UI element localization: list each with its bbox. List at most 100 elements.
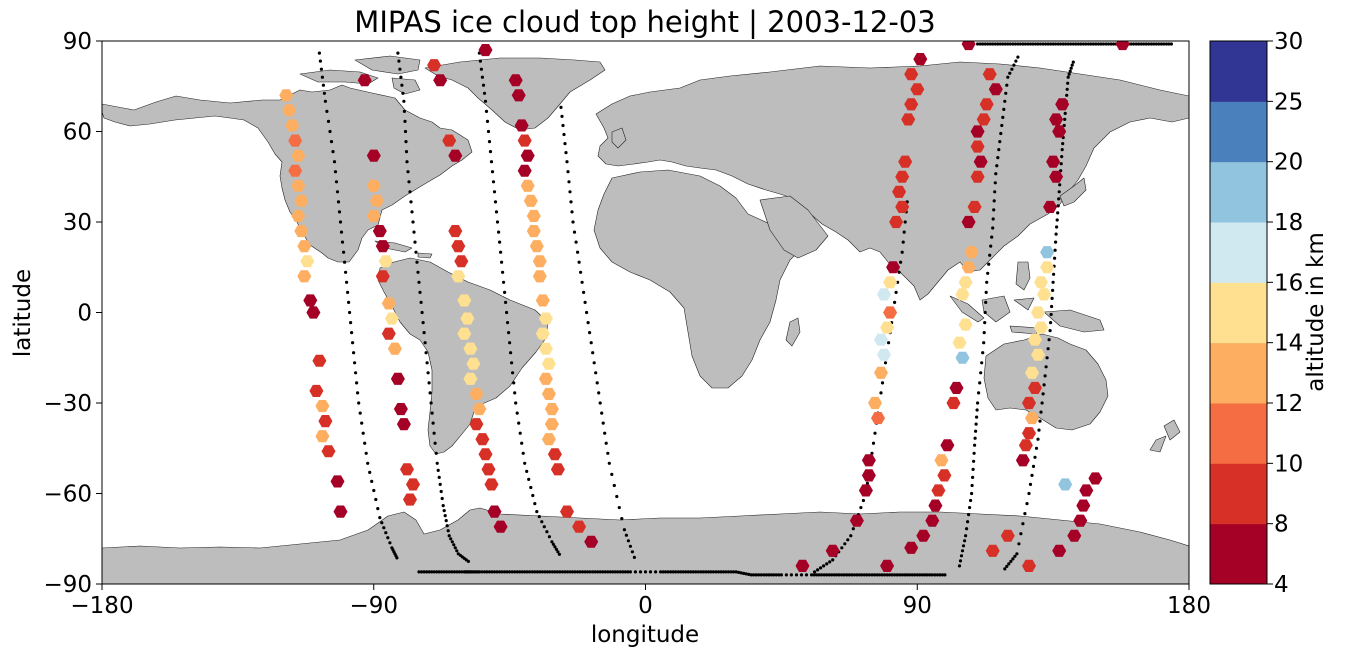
orbit-track-dot [320, 75, 324, 79]
orbit-track-dot [1051, 280, 1055, 284]
orbit-track-dot [940, 573, 945, 577]
orbit-track-dot [777, 573, 781, 577]
orbit-track-dot [420, 310, 424, 315]
x-tick-label: −90 [349, 593, 398, 619]
orbit-track-dot [1018, 42, 1023, 46]
orbit-track-dot [769, 573, 773, 577]
colorbar-tick-label: 14 [1274, 331, 1303, 357]
orbit-track-dot [810, 573, 814, 577]
cloud-point [285, 119, 300, 132]
cloud-point [934, 454, 949, 467]
orbit-track-dot [563, 570, 567, 574]
orbit-track-dot [535, 570, 539, 574]
orbit-track-dot [579, 270, 583, 274]
orbit-track-dot [994, 172, 998, 176]
orbit-track-dot [413, 240, 417, 244]
orbit-track-dot [450, 570, 454, 574]
orbit-track-dot [895, 573, 899, 577]
cloud-point [952, 336, 967, 349]
orbit-track-dot [704, 570, 708, 574]
orbit-track-dot [1056, 211, 1060, 215]
orbit-track-dot [987, 262, 991, 266]
cloud-point [288, 134, 303, 147]
orbit-track-dot [779, 573, 784, 577]
colorbar-label: altitude in km [1303, 232, 1329, 392]
orbit-track-dot [628, 570, 633, 574]
orbit-track-dot [336, 200, 341, 204]
orbit-track-dot [1109, 42, 1113, 46]
orbit-track-dot [714, 570, 718, 574]
cloud-point [541, 357, 556, 370]
orbit-track-dot [737, 570, 741, 575]
orbit-track-dot [1044, 42, 1048, 46]
orbit-track-dot [531, 493, 535, 498]
orbit-track-dot [495, 570, 499, 574]
orbit-track-dot [484, 109, 489, 113]
orbit-track-dot [509, 351, 513, 355]
cloud-point [949, 381, 964, 394]
orbit-track-dot [1074, 42, 1078, 46]
orbit-track-dot [477, 570, 481, 574]
cloud-point [396, 418, 411, 431]
cloud-point [964, 246, 979, 259]
orbit-track-dot [971, 475, 975, 479]
orbit-track-dot [1005, 83, 1009, 87]
cloud-point [904, 68, 919, 81]
orbit-track-dot [1129, 42, 1133, 46]
cloud-point [381, 327, 396, 340]
orbit-track-dot [418, 290, 422, 294]
land-australia [983, 333, 1109, 431]
orbit-track-dot [873, 431, 877, 435]
orbit-track-dot [998, 140, 1002, 144]
orbit-track-dot [540, 570, 544, 574]
orbit-track-dot [1061, 42, 1065, 46]
x-tick-label: 180 [1167, 593, 1211, 619]
orbit-track-dot [982, 341, 986, 345]
orbit-track-dot [426, 371, 430, 375]
orbit-track-dot [630, 550, 635, 554]
orbit-track-dot [1016, 55, 1020, 59]
orbit-track-dot [1079, 42, 1083, 46]
orbit-track-dot [1046, 42, 1050, 46]
orbit-track-dot [969, 498, 973, 503]
orbit-track-dot [928, 573, 932, 577]
orbit-track-dot [333, 170, 338, 174]
orbit-track-dot [497, 230, 501, 234]
orbit-track-dot [352, 351, 356, 355]
cloud-point [487, 505, 502, 518]
orbit-track-dot [1066, 81, 1070, 85]
orbit-track-dot [571, 220, 575, 224]
orbit-track-dot [985, 280, 989, 284]
cloud-point [403, 493, 417, 506]
orbit-track-dot [865, 573, 869, 577]
orbit-track-dot [1106, 42, 1111, 46]
y-tick-label: −90 [43, 572, 92, 598]
orbit-track-dot [871, 441, 876, 445]
orbit-track-dot [1012, 63, 1016, 67]
cloud-point [535, 294, 550, 307]
orbit-track-dot [991, 217, 995, 221]
orbit-track-dot [970, 483, 974, 488]
orbit-track-dot [583, 300, 587, 304]
cloud-point [460, 312, 475, 325]
orbit-track-dot [1086, 42, 1090, 46]
orbit-track-dot [360, 421, 364, 425]
orbit-track-dot [1054, 232, 1058, 236]
orbit-track-dot [880, 381, 885, 385]
orbit-track-dot [903, 573, 907, 577]
cloud-point [883, 276, 898, 289]
orbit-track-dot [1076, 42, 1080, 46]
orbit-track-dot [382, 526, 386, 530]
orbit-track-dot [1052, 272, 1056, 276]
orbit-track-dot [1137, 42, 1141, 46]
cloud-point [1031, 348, 1045, 361]
cloud-point [572, 520, 587, 533]
cloud-point [1076, 499, 1091, 512]
colorbar-tick-label: 18 [1274, 210, 1303, 236]
orbit-track-dot [1023, 511, 1027, 516]
orbit-track-dot [612, 483, 616, 488]
cloud-point [442, 134, 457, 147]
orbit-track-dot [935, 573, 940, 577]
orbit-track-dot [435, 570, 439, 574]
cloud-point [883, 306, 898, 319]
